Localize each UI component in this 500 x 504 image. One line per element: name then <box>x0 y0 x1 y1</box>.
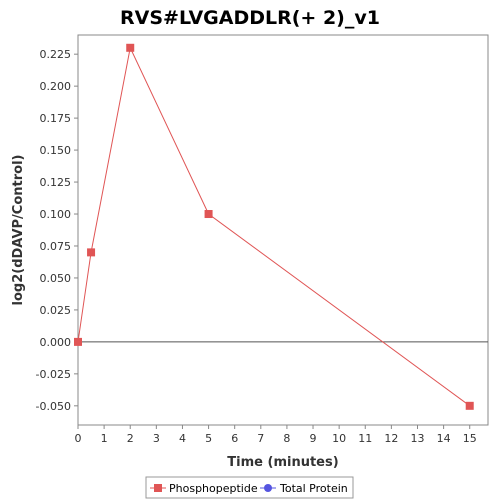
legend-item-total-protein: Total Protein <box>260 482 348 495</box>
y-axis: -0.050 -0.025 0.000 0.025 0.050 0.075 0.100 0.1… <box>36 48 78 413</box>
data-point <box>465 401 474 410</box>
y-tick-label: 0.225 <box>40 48 72 61</box>
y-tick-label: 0.100 <box>40 208 72 221</box>
y-tick-label: -0.050 <box>36 400 71 413</box>
data-point <box>74 337 82 346</box>
y-axis-label: log2(dDAVP/Control) <box>11 155 26 306</box>
x-tick-label: 13 <box>410 432 424 445</box>
data-point <box>204 210 213 219</box>
x-tick-label: 10 <box>332 432 346 445</box>
x-tick-label: 0 <box>75 432 82 445</box>
x-tick-label: 15 <box>463 432 477 445</box>
y-tick-label: 0.175 <box>40 112 72 125</box>
y-tick-label: 0.025 <box>40 304 72 317</box>
x-tick-label: 5 <box>205 432 212 445</box>
legend-box <box>145 476 354 499</box>
x-tick-label: 1 <box>101 432 108 445</box>
y-tick-label: -0.025 <box>36 368 71 381</box>
legend-marker-phosphopeptide <box>154 484 162 492</box>
legend-item-phosphopeptide: Phosphopeptide <box>150 482 258 495</box>
x-tick-label: 7 <box>257 432 264 445</box>
data-point <box>126 43 135 52</box>
x-tick-label: 14 <box>437 432 451 445</box>
y-tick-label: 0.150 <box>40 144 72 157</box>
y-tick-label: 0.200 <box>40 80 72 93</box>
x-tick-label: 3 <box>153 432 160 445</box>
chart-title: RVS#LVGADDLR(+ 2)_v1 <box>120 7 380 29</box>
y-tick-label: 0.075 <box>40 240 72 253</box>
y-tick-label: 0.125 <box>40 176 72 189</box>
x-tick-label: 4 <box>179 432 186 445</box>
x-tick-label: 11 <box>358 432 372 445</box>
x-axis-label: Time (minutes) <box>227 455 338 470</box>
legend-label-phosphopeptide: Phosphopeptide <box>169 482 258 495</box>
x-tick-label: 6 <box>231 432 238 445</box>
x-tick-label: 12 <box>384 432 398 445</box>
x-tick-label: 8 <box>283 432 290 445</box>
series-layer <box>74 43 474 410</box>
legend-marker-total-protein <box>264 484 272 492</box>
y-tick-label: 0.000 <box>40 336 72 349</box>
x-tick-label: 2 <box>127 432 134 445</box>
data-point <box>87 248 96 257</box>
x-tick-label: 9 <box>310 432 317 445</box>
legend: Phosphopeptide Total Protein <box>145 476 354 499</box>
legend-label-total-protein: Total Protein <box>279 482 348 495</box>
plot-area <box>77 34 489 426</box>
x-axis: 0 1 2 3 4 5 6 7 8 9 10 11 12 13 14 15 <box>75 425 477 445</box>
y-tick-label: 0.050 <box>40 272 72 285</box>
